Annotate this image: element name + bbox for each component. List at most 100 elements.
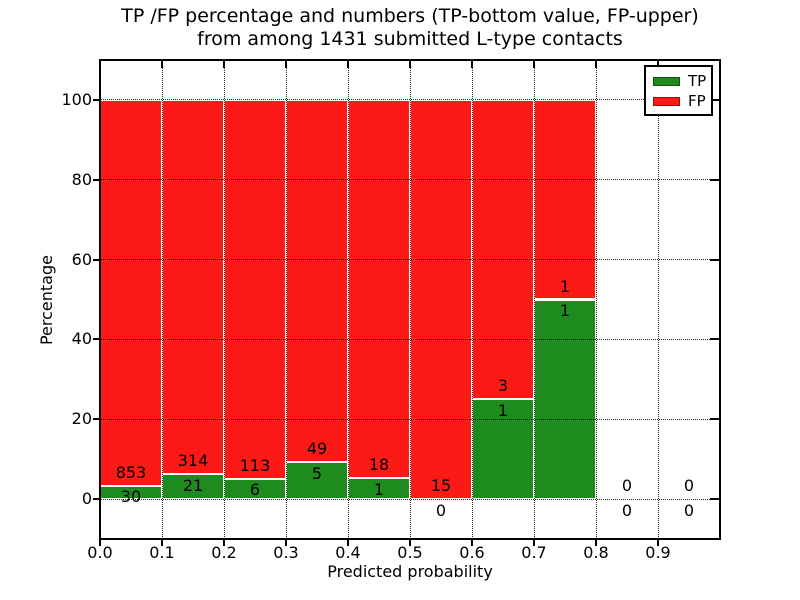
bar-fp-segment (410, 99, 472, 500)
chart-title: TP /FP percentage and numbers (TP-bottom… (90, 5, 730, 51)
x-tick-bottom (471, 539, 473, 546)
x-tick-bottom (595, 539, 597, 546)
legend-entry-fp: FP (653, 91, 707, 111)
y-tick-left (93, 98, 100, 101)
bar-tp-segment (162, 474, 224, 500)
y-tick-right (710, 338, 720, 341)
y-tick-label: 20 (71, 409, 92, 429)
bar-tp-segment (472, 399, 534, 500)
x-tick-bottom (657, 539, 659, 546)
bar-fp-segment (286, 99, 348, 463)
gridline-vertical (471, 60, 473, 539)
x-tick-label: 0.3 (273, 543, 299, 562)
x-tick-top (161, 60, 163, 68)
x-tick-bottom (223, 539, 225, 546)
fp-count-label: 3 (497, 376, 509, 396)
y-tick-left (93, 258, 100, 261)
tp-legend-label: TP (688, 71, 707, 90)
y-tick-left (93, 178, 100, 181)
gridline-vertical (223, 60, 225, 539)
x-tick-top (409, 60, 411, 68)
y-tick-right (710, 498, 720, 501)
y-tick-left (93, 498, 100, 501)
x-tick-label: 0.6 (459, 543, 485, 562)
gridline-vertical (657, 60, 659, 539)
tp-count-label: 21 (182, 475, 204, 495)
fp-count-label: 18 (368, 455, 390, 475)
y-tick-label: 40 (71, 329, 92, 349)
gridline-vertical (595, 60, 597, 539)
fp-count-label: 1 (559, 276, 571, 296)
bar-fp-segment (534, 99, 596, 300)
x-tick-label: 0.8 (583, 543, 609, 562)
gridline-horizontal (100, 179, 720, 181)
bar-tp-segment (534, 299, 596, 500)
tp-count-label: 6 (249, 480, 261, 500)
x-tick-bottom (409, 539, 411, 546)
tp-count-label: 0 (621, 500, 633, 520)
x-tick-top (595, 60, 597, 68)
x-tick-label: 0.0 (87, 543, 113, 562)
y-tick-right (710, 178, 720, 181)
x-tick-top (657, 60, 659, 68)
y-tick-right (710, 258, 720, 261)
bar-fp-segment (472, 99, 534, 400)
x-tick-label: 0.4 (335, 543, 361, 562)
x-tick-label: 0.1 (149, 543, 175, 562)
x-tick-bottom (161, 539, 163, 546)
fp-count-label: 15 (430, 476, 452, 496)
gridline-horizontal (100, 259, 720, 261)
x-tick-top (471, 60, 473, 68)
fp-count-label: 49 (306, 439, 328, 459)
gridline-horizontal (100, 99, 720, 101)
y-tick-right (710, 418, 720, 421)
fp-count-label: 314 (177, 451, 209, 471)
y-tick-left (93, 338, 100, 341)
chart-title-line1: TP /FP percentage and numbers (TP-bottom… (121, 5, 699, 27)
fp-legend-swatch (653, 96, 680, 106)
y-tick-left (93, 418, 100, 421)
bar-fp-segment (100, 99, 162, 486)
x-tick-label: 0.9 (645, 543, 671, 562)
tp-legend-swatch (653, 76, 680, 86)
gridline-vertical (533, 60, 535, 539)
bar-tp-segment (286, 462, 348, 500)
legend: TP FP (644, 65, 713, 116)
tp-count-label: 1 (559, 301, 571, 320)
gridline-vertical (409, 60, 411, 539)
x-tick-bottom (99, 539, 101, 546)
gridline-vertical (161, 60, 163, 539)
fp-count-label: 853 (115, 462, 147, 482)
chart-title-line2: from among 1431 submitted L-type contact… (197, 28, 623, 50)
y-tick-label: 0 (81, 489, 92, 509)
x-tick-top (285, 60, 287, 68)
x-tick-label: 0.2 (211, 543, 237, 562)
tp-count-label: 1 (373, 479, 385, 499)
y-tick-label: 100 (61, 89, 92, 109)
y-tick-right (710, 98, 720, 101)
gridline-horizontal (100, 418, 720, 420)
x-tick-label: 0.7 (521, 543, 547, 562)
tp-count-label: 1 (497, 400, 509, 420)
x-tick-bottom (347, 539, 349, 546)
bar-fp-segment (162, 99, 224, 475)
tp-count-label: 0 (435, 500, 447, 520)
bar-fp-segment (224, 99, 286, 479)
x-tick-bottom (285, 539, 287, 546)
gridline-horizontal (100, 338, 720, 340)
x-tick-top (347, 60, 349, 68)
bar-fp-segment (348, 99, 410, 479)
x-axis-label: Predicted probability (327, 562, 493, 581)
fp-count-label: 113 (239, 455, 271, 475)
gridline-vertical (347, 60, 349, 539)
x-tick-top (223, 60, 225, 68)
y-tick-label: 60 (71, 249, 92, 269)
gridline-vertical (285, 60, 287, 539)
x-tick-top (99, 60, 101, 68)
y-axis-label: Percentage (37, 255, 56, 346)
tp-count-label: 5 (311, 463, 323, 483)
x-tick-label: 0.5 (397, 543, 423, 562)
fp-count-label: 0 (621, 476, 633, 496)
